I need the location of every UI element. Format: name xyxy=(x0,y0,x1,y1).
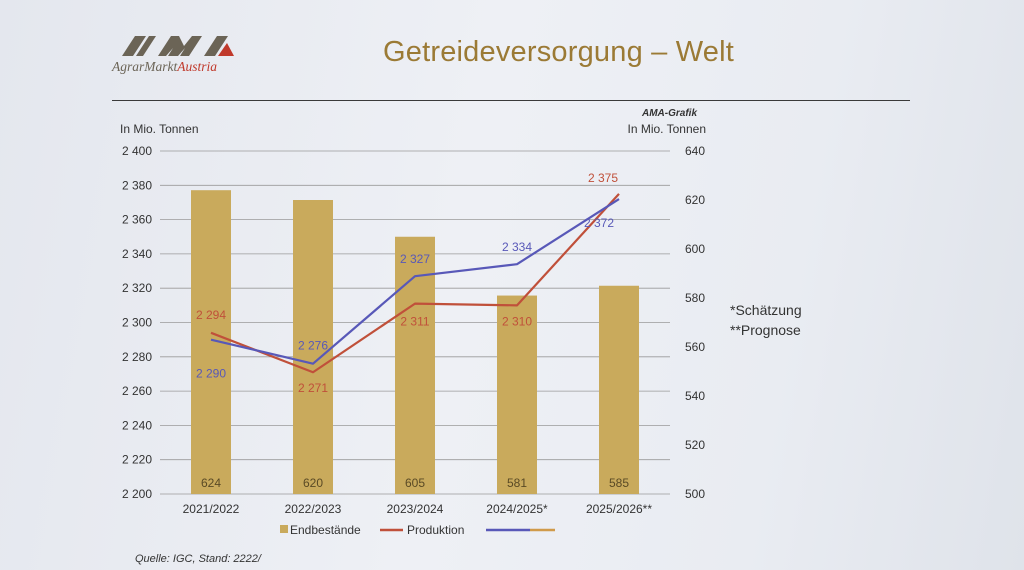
bar-value-label: 624 xyxy=(201,476,221,490)
legend-label-produktion: Produktion xyxy=(407,523,464,537)
y-right-tick-label: 640 xyxy=(685,144,705,158)
y-right-tick-label: 600 xyxy=(685,242,705,256)
source-note: Quelle: IGC, Stand: 2222/ xyxy=(135,553,261,565)
y-right-tick-label: 520 xyxy=(685,438,705,452)
legend-swatch-endbestaende xyxy=(280,525,288,533)
title-divider xyxy=(112,100,910,101)
y-left-tick-label: 2 200 xyxy=(122,487,152,501)
y-right-tick-label: 580 xyxy=(685,291,705,305)
series-3-data-label: 2 276 xyxy=(298,339,328,353)
y-left-tick-label: 2 380 xyxy=(122,178,152,192)
x-tick-label: 2022/2023 xyxy=(285,502,342,516)
produktion-data-label: 2 294 xyxy=(196,308,226,322)
y-left-tick-label: 2 340 xyxy=(122,247,152,261)
y-left-tick-label: 2 260 xyxy=(122,384,152,398)
y-right-tick-label: 540 xyxy=(685,389,705,403)
produktion-data-label: 2 310 xyxy=(502,314,532,328)
bar-endbestaende xyxy=(395,236,435,494)
series-3-data-label: 2 372 xyxy=(584,216,614,230)
bar-endbestaende xyxy=(293,200,333,494)
ama-logo-mark xyxy=(122,36,234,56)
line-series-3 xyxy=(210,198,620,365)
logo-wordmark-part1: AgrarMarkt xyxy=(112,59,178,74)
bar-value-label: 581 xyxy=(507,476,527,490)
produktion-data-label: 2 271 xyxy=(298,381,328,395)
y-left-tick-label: 2 280 xyxy=(122,350,152,364)
y-right-tick-label: 500 xyxy=(685,487,705,501)
legend-label-endbestaende: Endbestände xyxy=(290,523,361,537)
y-left-tick-label: 2 300 xyxy=(122,316,152,330)
y-left-tick-label: 2 220 xyxy=(122,453,152,467)
y-left-tick-label: 2 360 xyxy=(122,213,152,227)
ama-logo: AgrarMarktAustria xyxy=(112,34,242,78)
series-3-data-label: 2 290 xyxy=(196,367,226,381)
chart-credit: AMA-Grafik xyxy=(642,108,698,119)
page-title: Getreideversorgung – Welt xyxy=(383,36,735,68)
produktion-data-label: 2 375 xyxy=(588,171,618,185)
x-tick-label: 2025/2026** xyxy=(586,502,652,516)
series-3-data-label: 2 334 xyxy=(502,240,532,254)
bar-value-label: 585 xyxy=(609,476,629,490)
y-right-axis-label: In Mio. Tonnen xyxy=(628,122,707,136)
produktion-data-label: 2 311 xyxy=(400,315,429,329)
x-tick-label: 2023/2024 xyxy=(387,502,444,516)
logo-wordmark-part2: Austria xyxy=(177,59,218,74)
x-tick-label: 2021/2022 xyxy=(183,502,240,516)
y-left-tick-label: 2 320 xyxy=(122,281,152,295)
bar-value-label: 620 xyxy=(303,476,323,490)
series-3-data-label: 2 327 xyxy=(400,252,430,266)
line-produktion xyxy=(210,193,620,374)
y-right-tick-label: 560 xyxy=(685,340,705,354)
note-estimate: *Schätzung xyxy=(730,302,802,318)
bar-endbestaende xyxy=(497,295,537,494)
y-left-axis-label: In Mio. Tonnen xyxy=(120,122,199,136)
bar-endbestaende xyxy=(599,285,639,494)
logo-wordmark: AgrarMarktAustria xyxy=(112,59,217,75)
y-left-tick-label: 2 400 xyxy=(122,144,152,158)
y-right-tick-label: 620 xyxy=(685,193,705,207)
note-forecast: **Prognose xyxy=(730,322,801,338)
x-tick-label: 2024/2025* xyxy=(486,502,548,516)
y-left-tick-label: 2 240 xyxy=(122,418,152,432)
bar-value-label: 605 xyxy=(405,476,425,490)
